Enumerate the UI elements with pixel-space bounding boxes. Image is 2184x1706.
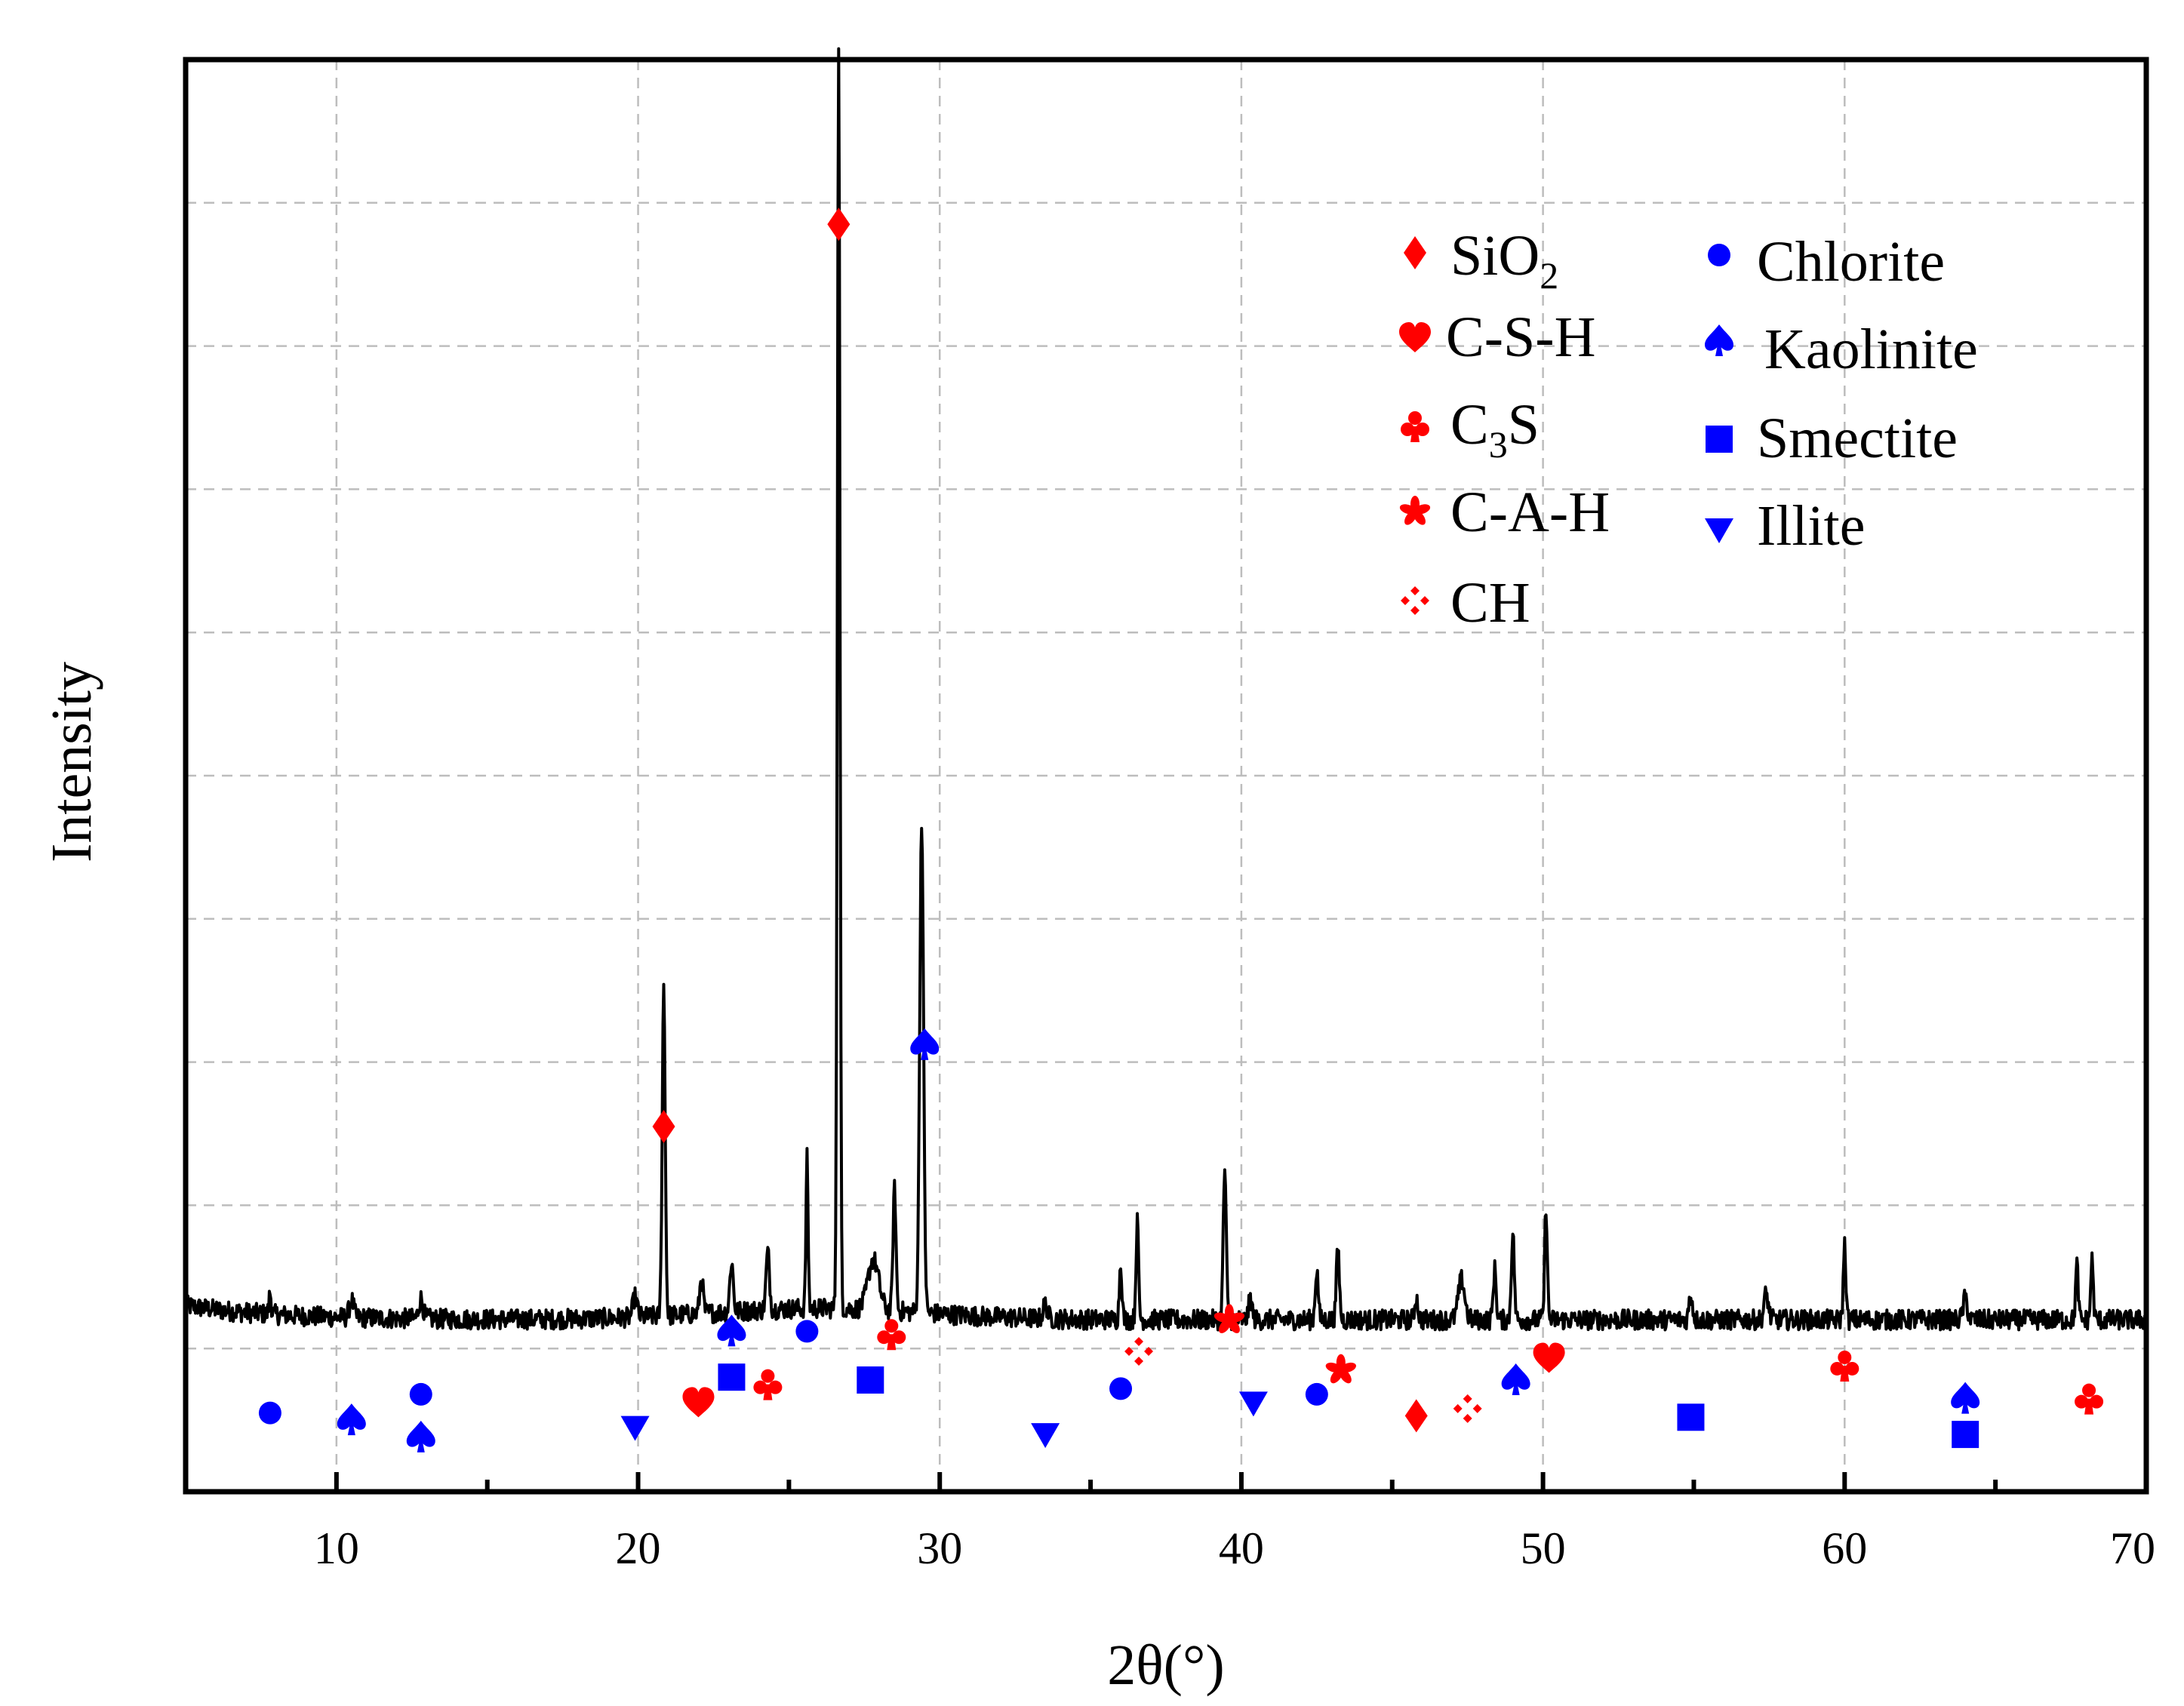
legend-label-sio2: SiO2 <box>1450 224 1558 297</box>
marker-kaolinite-spade <box>910 1028 940 1060</box>
legend-label-csh: C-S-H <box>1446 306 1595 369</box>
x-tick-label: 50 <box>1521 1523 1566 1573</box>
marker-illite-triangle-down <box>1031 1423 1060 1449</box>
plot-frame <box>183 57 2149 1495</box>
legend-label-kaolinite: Kaolinite <box>1764 318 1978 381</box>
marker-kaolinite-spade <box>337 1403 366 1436</box>
legend-spade-icon <box>1705 324 1733 356</box>
legend-label-ch: CH <box>1450 571 1530 635</box>
legend-club-icon <box>1401 411 1429 442</box>
x-tick-label: 20 <box>616 1523 661 1573</box>
legend-cross-diamond-icon <box>1401 586 1429 615</box>
marker-c-s-h-heart <box>1533 1342 1565 1373</box>
marker-illite-triangle-down <box>620 1416 650 1441</box>
marker-illite-triangle-down <box>1238 1391 1268 1417</box>
legend-asterisk-icon <box>1398 496 1432 527</box>
legend-circle-icon <box>1708 244 1730 266</box>
marker-chlorite-circle <box>1109 1377 1133 1400</box>
x-axis-ticks: 10 20 30 40 50 60 70 <box>314 1472 2155 1573</box>
marker-smectite-square <box>1952 1421 1979 1449</box>
marker-c-a-h-asterisk <box>1324 1354 1358 1386</box>
marker-smectite-square <box>857 1366 884 1394</box>
legend-triangle-down-icon <box>1705 518 1733 543</box>
marker-c3s-club <box>2075 1383 2104 1415</box>
marker-smectite-square <box>1677 1403 1705 1431</box>
legend-label-chlorite: Chlorite <box>1757 230 1945 294</box>
x-tick-label: 30 <box>917 1523 962 1573</box>
marker-chlorite-circle <box>258 1401 281 1425</box>
x-tick-label: 10 <box>314 1523 359 1573</box>
legend-label-c3s: C3S <box>1450 393 1540 466</box>
legend: SiO2 C-S-H C3S C-A-H CH Chlorite Kaolini… <box>1398 224 1978 635</box>
peak-markers <box>258 207 2104 1452</box>
marker-chlorite-circle <box>409 1382 432 1406</box>
marker-kaolinite-spade <box>1501 1363 1530 1395</box>
x-axis-title: 2θ(°) <box>1107 1634 1224 1697</box>
marker-kaolinite-spade <box>406 1420 435 1452</box>
grid-lines <box>186 60 2146 1492</box>
marker-sio2-diamond <box>827 207 851 241</box>
legend-square-icon <box>1706 426 1733 453</box>
marker-c3s-club <box>1830 1350 1859 1382</box>
legend-heart-icon <box>1399 322 1431 352</box>
marker-chlorite-circle <box>795 1320 819 1343</box>
legend-label-smectite: Smectite <box>1757 407 1958 470</box>
x-tick-label: 40 <box>1219 1523 1264 1573</box>
legend-label-illite: Illite <box>1757 494 1866 558</box>
marker-c3s-club <box>877 1319 906 1351</box>
y-axis-title: Intensity <box>40 662 103 862</box>
legend-diamond-icon <box>1404 236 1426 269</box>
marker-kaolinite-spade <box>1951 1382 1980 1414</box>
marker-chlorite-circle <box>1305 1382 1328 1406</box>
xrd-pattern-line <box>184 47 2148 1332</box>
marker-c-s-h-heart <box>682 1387 715 1418</box>
marker-ch-cross-diamond <box>1124 1336 1154 1366</box>
marker-sio2-diamond <box>1404 1399 1428 1433</box>
x-tick-label: 70 <box>2110 1523 2155 1573</box>
legend-label-cah: C-A-H <box>1450 481 1610 544</box>
marker-smectite-square <box>718 1363 746 1391</box>
marker-c3s-club <box>753 1369 783 1400</box>
marker-ch-cross-diamond <box>1453 1394 1482 1423</box>
x-tick-label: 60 <box>1822 1523 1867 1573</box>
marker-sio2-diamond <box>652 1110 675 1144</box>
